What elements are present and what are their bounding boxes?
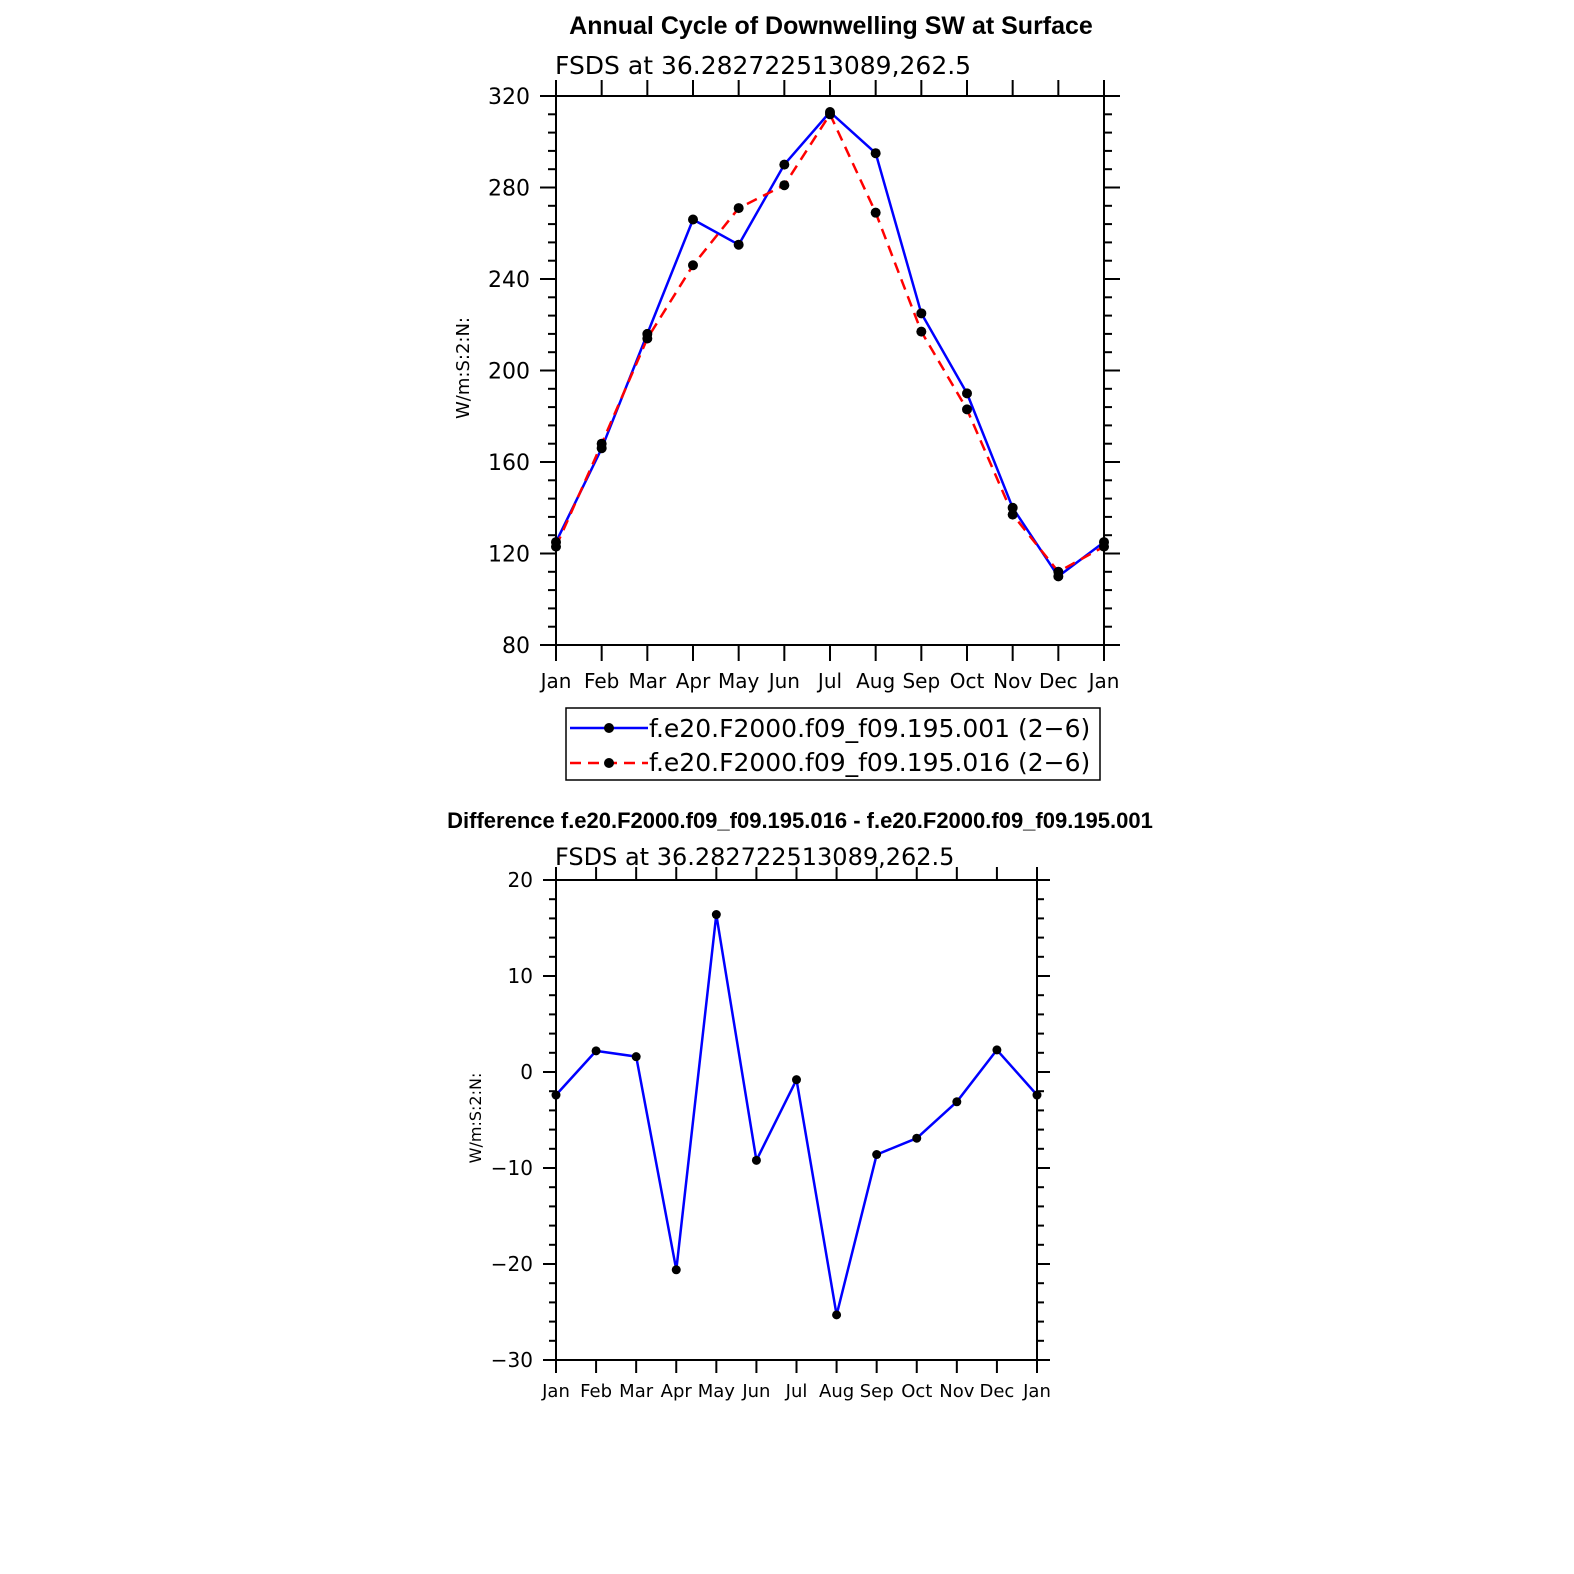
x-tick-label: Apr [676, 669, 711, 693]
data-point-series-1 [711, 910, 721, 920]
x-tick-label: Dec [1039, 669, 1078, 693]
data-point-series-2 [733, 203, 744, 214]
data-point-series-2 [551, 541, 561, 552]
x-tick-label: Oct [901, 1381, 932, 1402]
x-tick-label: Oct [950, 669, 985, 693]
chart-title: Annual Cycle of Downwelling SW at Surfac… [569, 12, 1093, 40]
x-tick-label: Jul [816, 669, 842, 693]
x-tick-label: Jan [1022, 1381, 1051, 1402]
series-line-1 [555, 913, 1038, 1317]
plot-frame [555, 879, 1038, 1361]
legend-entry: f.e20.F2000.f09_f09.195.016 (2−6) [570, 748, 1090, 777]
y-tick-label: 120 [488, 542, 530, 567]
x-tick-label: Jan [539, 669, 572, 693]
x-tick-label: Sep [860, 1381, 894, 1402]
chart-title: Difference f.e20.F2000.f09_f09.195.016 -… [447, 808, 1153, 833]
data-point-series-2 [1053, 566, 1064, 577]
x-tick-label: Jul [785, 1381, 808, 1402]
y-axis-label: W/m:S:2:N: [453, 317, 474, 419]
data-point-series-2 [825, 109, 835, 120]
data-point-series-1 [733, 239, 744, 250]
legend: f.e20.F2000.f09_f09.195.001 (2−6) f.e20.… [565, 707, 1101, 781]
chart-subtitle: FSDS at 36.282722513089,262.5 [555, 843, 954, 871]
plot-area: 80 120 160 200 240 280 320 Jan Feb Mar Apr May Jun Ju… [488, 80, 1120, 693]
x-tick-label: Jan [541, 1381, 570, 1402]
x-tick-label: Nov [993, 669, 1032, 693]
x-tick-label: Aug [819, 1381, 854, 1402]
annual-cycle-panel: Annual Cycle of Downwelling SW at Surfac… [453, 12, 1120, 781]
legend-label-series-1: f.e20.F2000.f09_f09.195.001 (2−6) [649, 714, 1090, 743]
data-point-series-1 [671, 1265, 681, 1275]
data-point-series-1 [551, 1090, 561, 1100]
data-point-series-2 [962, 404, 972, 415]
x-tick-label: Jan [1087, 669, 1120, 693]
plot-frame [555, 95, 1105, 646]
data-point-series-1 [916, 308, 927, 319]
data-point-series-1 [792, 1075, 801, 1085]
data-point-series-2 [870, 207, 881, 218]
x-tick-label: May [698, 1381, 736, 1402]
legend-entry: f.e20.F2000.f09_f09.195.001 (2−6) [570, 714, 1090, 743]
data-point-series-2 [642, 333, 653, 344]
data-point-series-2 [779, 180, 790, 191]
x-tick-label: Feb [584, 669, 619, 693]
data-point-series-2 [596, 438, 607, 449]
data-point-series-2 [916, 326, 927, 337]
data-point-series-1 [962, 388, 972, 399]
x-tick-label: Feb [580, 1381, 612, 1402]
x-tick-label: May [718, 669, 760, 693]
plot-area: −30 −20 −10 0 10 20 Jan Feb Mar Apr May Jun Jul Aug Se… [491, 867, 1051, 1402]
data-point-series-1 [832, 1310, 842, 1320]
y-axis-label: W/m:S:2:N: [466, 1073, 485, 1164]
x-tick-label: Nov [939, 1381, 974, 1402]
data-point-series-2 [1099, 541, 1109, 552]
data-point-series-1 [952, 1097, 962, 1107]
legend-label-series-2: f.e20.F2000.f09_f09.195.016 (2−6) [649, 748, 1090, 777]
x-tick-label: Mar [619, 1381, 654, 1402]
data-point-series-1 [631, 1052, 641, 1062]
y-tick-label: 240 [488, 268, 530, 293]
legend-box [565, 707, 1101, 781]
data-point-series-1 [912, 1133, 922, 1143]
x-tick-label: Aug [856, 669, 895, 693]
x-tick-label: Mar [628, 669, 667, 693]
y-tick-label: −20 [491, 1252, 533, 1276]
y-tick-label: −30 [491, 1348, 533, 1372]
x-tick-label: Jun [741, 1381, 770, 1402]
y-tick-label: 320 [488, 85, 530, 110]
data-point-series-1 [1007, 502, 1018, 513]
y-tick-label: −10 [491, 1156, 533, 1180]
data-point-series-1 [779, 159, 790, 170]
data-point-series-1 [872, 1150, 882, 1160]
y-tick-label: 160 [488, 451, 530, 476]
y-tick-label: 20 [508, 868, 533, 892]
data-point-series-1 [870, 148, 881, 159]
data-point-series-1 [688, 214, 698, 225]
series-line-2 [554, 113, 1105, 574]
y-tick-label: 10 [508, 964, 533, 988]
data-point-series-2 [688, 260, 698, 271]
x-tick-label: Sep [902, 669, 940, 693]
series-line-1 [554, 110, 1105, 578]
data-point-series-1 [751, 1155, 761, 1165]
y-tick-label: 280 [488, 176, 530, 201]
x-tick-label: Dec [979, 1381, 1014, 1402]
y-tick-label: 200 [488, 359, 530, 384]
x-tick-label: Apr [661, 1381, 693, 1402]
data-point-series-1 [992, 1045, 1002, 1055]
x-tick-label: Jun [767, 669, 800, 693]
difference-panel: Difference f.e20.F2000.f09_f09.195.016 -… [447, 808, 1153, 1402]
legend-marker-series-2 [604, 758, 614, 768]
data-point-series-1 [591, 1046, 601, 1056]
y-tick-label: 80 [502, 634, 530, 659]
data-point-series-1 [1032, 1090, 1042, 1100]
data-point-series-2 [1007, 509, 1018, 520]
chart-subtitle: FSDS at 36.282722513089,262.5 [555, 51, 971, 80]
legend-marker-series-1 [604, 723, 614, 733]
y-tick-label: 0 [520, 1060, 533, 1084]
